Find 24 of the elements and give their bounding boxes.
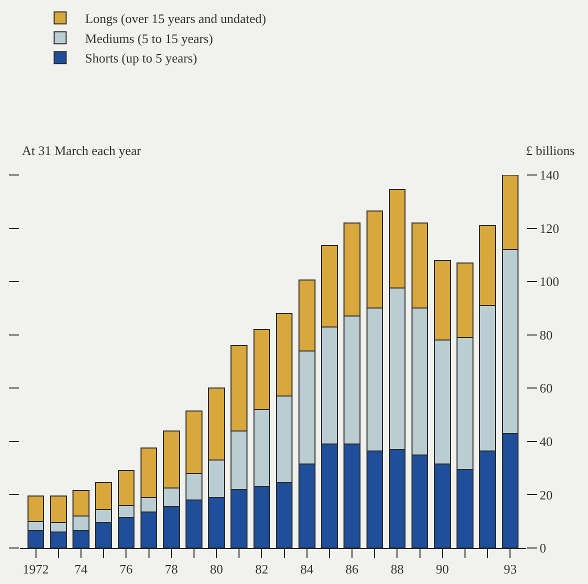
y-tick-label: 40 [540, 434, 553, 449]
y-tick-label: 20 [540, 487, 553, 502]
y-tick-label: 120 [540, 220, 560, 236]
y-tick-label: 80 [540, 327, 553, 342]
x-tick-label: 88 [390, 562, 404, 577]
x-tick-label: 78 [164, 562, 178, 577]
x-tick-label: 1972 [22, 562, 49, 577]
y-tick-label: 140 [540, 168, 560, 183]
x-tick-label: 80 [210, 562, 224, 577]
x-tick-label: 76 [120, 562, 134, 577]
y-tick-label: 100 [540, 274, 560, 290]
legend-label: Longs (over 15 years and undated) [85, 10, 266, 26]
x-tick-label: 90 [436, 562, 449, 577]
text: At 31 March each year [22, 143, 142, 158]
legend-label: Mediums (5 to 15 years) [85, 30, 213, 46]
legend-label: Shorts (up to 5 years) [85, 50, 198, 66]
y-tick-label: 60 [540, 380, 553, 396]
x-tick-label: 82 [255, 562, 268, 577]
x-tick-label: 74 [74, 562, 88, 577]
x-tick-label: 86 [346, 562, 360, 577]
x-tick-label: 93 [504, 562, 517, 577]
y-axis-title: £ billions [526, 143, 575, 158]
y-tick-label: 0 [540, 540, 546, 556]
x-tick-label: 84 [300, 562, 314, 577]
